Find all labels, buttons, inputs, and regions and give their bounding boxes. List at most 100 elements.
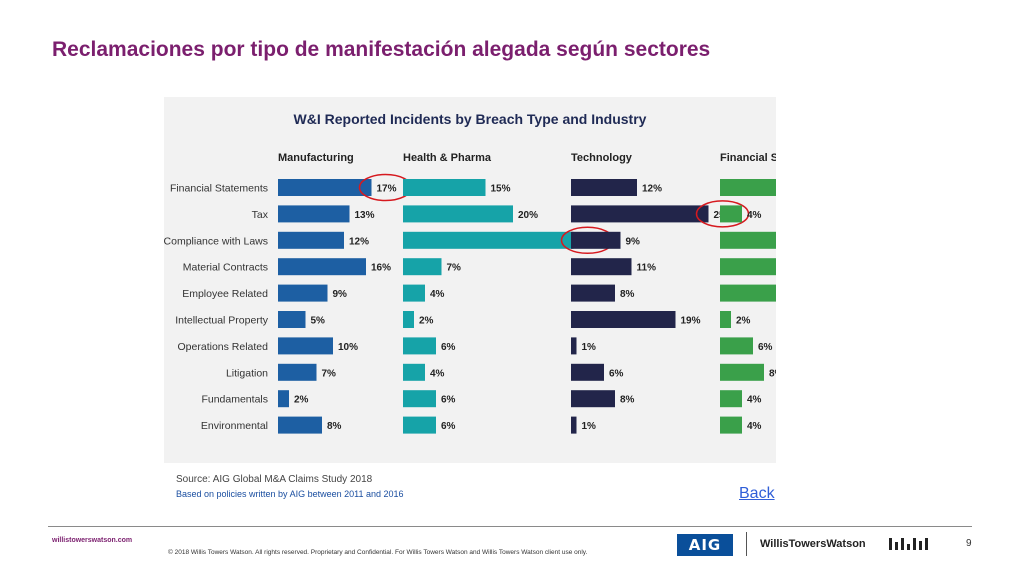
- bar-manufacturing-employee-related: [278, 284, 328, 302]
- aig-logo-text: AIG: [688, 536, 722, 554]
- bar-technology-tax: [571, 205, 709, 223]
- bar-health-pharma-employee-related: [403, 284, 425, 302]
- data-label-health-pharma-environmental: 6%: [441, 421, 456, 432]
- slide-title: Reclamaciones por tipo de manifestación …: [52, 38, 711, 61]
- bar-health-pharma-environmental: [403, 416, 436, 434]
- bar-technology-employee-related: [571, 284, 615, 302]
- bar-financial-services-intellectual-property: [720, 311, 731, 328]
- bar-technology-litigation: [571, 363, 604, 381]
- category-label-fundamentals: Fundamentals: [201, 394, 268, 406]
- wtw-mark-icon: [889, 538, 928, 550]
- category-label-employee-related: Employee Related: [182, 288, 268, 300]
- data-label-manufacturing-environmental: 8%: [327, 421, 342, 432]
- data-label-financial-services-environmental: 4%: [747, 421, 762, 432]
- bar-manufacturing-operations-related: [278, 337, 333, 355]
- bar-health-pharma-material-contracts: [403, 258, 442, 276]
- category-label-financial-statements: Financial Statements: [170, 183, 268, 195]
- bar-financial-services-tax: [720, 205, 742, 223]
- data-label-manufacturing-operations-related: 10%: [338, 342, 358, 353]
- data-label-health-pharma-intellectual-property: 2%: [419, 316, 434, 327]
- data-label-financial-services-litigation: 8%: [769, 368, 776, 379]
- series-header-financial-services: Financial Services: [720, 152, 776, 164]
- logo-separator: [746, 532, 747, 556]
- series-header-manufacturing: Manufacturing: [278, 152, 354, 164]
- wtw-logo: WillisTowersWatson: [760, 538, 866, 550]
- data-label-technology-financial-statements: 12%: [642, 184, 662, 195]
- data-label-health-pharma-financial-statements: 15%: [491, 184, 511, 195]
- data-label-technology-litigation: 6%: [609, 368, 624, 379]
- bar-financial-services-environmental: [720, 416, 742, 434]
- bar-manufacturing-compliance-with-laws: [278, 231, 344, 249]
- website-label: willistowerswatson.com: [52, 537, 133, 544]
- category-label-environmental: Environmental: [201, 420, 268, 432]
- bar-manufacturing-environmental: [278, 416, 322, 434]
- bar-financial-services-material-contracts: [720, 258, 776, 276]
- data-label-manufacturing-financial-statements: 17%: [377, 184, 397, 195]
- bar-health-pharma-tax: [403, 205, 513, 223]
- highlight-circle-technology: [695, 200, 750, 228]
- aig-logo: AIG: [677, 534, 733, 556]
- bar-technology-compliance-with-laws: [571, 231, 621, 249]
- category-label-compliance-with-laws: Compliance with Laws: [164, 235, 268, 247]
- series-header-health-pharma: Health & Pharma: [403, 152, 492, 164]
- bar-chart: W&I Reported Incidents by Breach Type an…: [164, 111, 776, 434]
- source-note: Source: AIG Global M&A Claims Study 2018…: [176, 473, 404, 501]
- source-line: Source: AIG Global M&A Claims Study 2018: [176, 474, 373, 485]
- back-link[interactable]: Back: [739, 485, 775, 502]
- chart-title: W&I Reported Incidents by Breach Type an…: [294, 111, 647, 127]
- data-label-manufacturing-litigation: 7%: [322, 368, 337, 379]
- bar-technology-material-contracts: [571, 258, 632, 276]
- bar-technology-fundamentals: [571, 390, 615, 408]
- bar-manufacturing-fundamentals: [278, 390, 289, 408]
- bar-technology-intellectual-property: [571, 311, 676, 328]
- copyright-text: © 2018 Willis Towers Watson. All rights …: [168, 549, 588, 556]
- data-label-technology-employee-related: 8%: [620, 289, 635, 300]
- bar-financial-services-operations-related: [720, 337, 753, 355]
- data-label-manufacturing-intellectual-property: 5%: [311, 316, 326, 327]
- bar-technology-environmental: [571, 416, 577, 434]
- data-label-technology-fundamentals: 8%: [620, 395, 635, 406]
- bar-health-pharma-fundamentals: [403, 390, 436, 408]
- data-label-manufacturing-material-contracts: 16%: [371, 263, 391, 274]
- bar-health-pharma-financial-statements: [403, 179, 486, 196]
- category-label-operations-related: Operations Related: [178, 341, 269, 353]
- data-label-financial-services-fundamentals: 4%: [747, 395, 762, 406]
- category-label-material-contracts: Material Contracts: [183, 262, 268, 274]
- bar-financial-services-employee-related: [720, 284, 776, 302]
- bar-financial-services-litigation: [720, 363, 764, 381]
- bar-financial-services-compliance-with-laws: [720, 231, 776, 249]
- data-label-health-pharma-fundamentals: 6%: [441, 395, 456, 406]
- bar-manufacturing-material-contracts: [278, 258, 366, 276]
- data-label-manufacturing-employee-related: 9%: [333, 289, 348, 300]
- bar-technology-financial-statements: [571, 179, 637, 196]
- data-label-technology-intellectual-property: 19%: [681, 316, 701, 327]
- footer-divider: [48, 526, 972, 527]
- data-label-technology-operations-related: 1%: [582, 342, 597, 353]
- bar-manufacturing-litigation: [278, 363, 317, 381]
- data-label-health-pharma-litigation: 4%: [430, 368, 445, 379]
- category-label-intellectual-property: Intellectual Property: [175, 315, 269, 327]
- data-label-manufacturing-fundamentals: 2%: [294, 395, 309, 406]
- data-label-health-pharma-tax: 20%: [518, 210, 538, 221]
- data-label-technology-environmental: 1%: [582, 421, 597, 432]
- data-label-health-pharma-material-contracts: 7%: [447, 263, 462, 274]
- bar-manufacturing-financial-statements: [278, 179, 372, 196]
- category-label-tax: Tax: [252, 209, 269, 221]
- data-label-health-pharma-employee-related: 4%: [430, 289, 445, 300]
- bar-health-pharma-compliance-with-laws: [403, 231, 574, 249]
- data-label-technology-compliance-with-laws: 9%: [626, 236, 641, 247]
- data-label-health-pharma-operations-related: 6%: [441, 342, 456, 353]
- chart-panel: W&I Reported Incidents by Breach Type an…: [164, 97, 776, 463]
- data-label-manufacturing-compliance-with-laws: 12%: [349, 236, 369, 247]
- source-subline: Based on policies written by AIG between…: [176, 489, 404, 499]
- bar-financial-services-financial-statements: [720, 179, 776, 196]
- bar-financial-services-fundamentals: [720, 390, 742, 408]
- data-label-manufacturing-tax: 13%: [355, 210, 375, 221]
- bar-health-pharma-litigation: [403, 363, 425, 381]
- data-label-financial-services-intellectual-property: 2%: [736, 316, 751, 327]
- bar-health-pharma-operations-related: [403, 337, 436, 355]
- series-header-technology: Technology: [571, 152, 633, 164]
- category-label-litigation: Litigation: [226, 367, 268, 379]
- bar-technology-operations-related: [571, 337, 577, 355]
- bar-health-pharma-intellectual-property: [403, 311, 414, 328]
